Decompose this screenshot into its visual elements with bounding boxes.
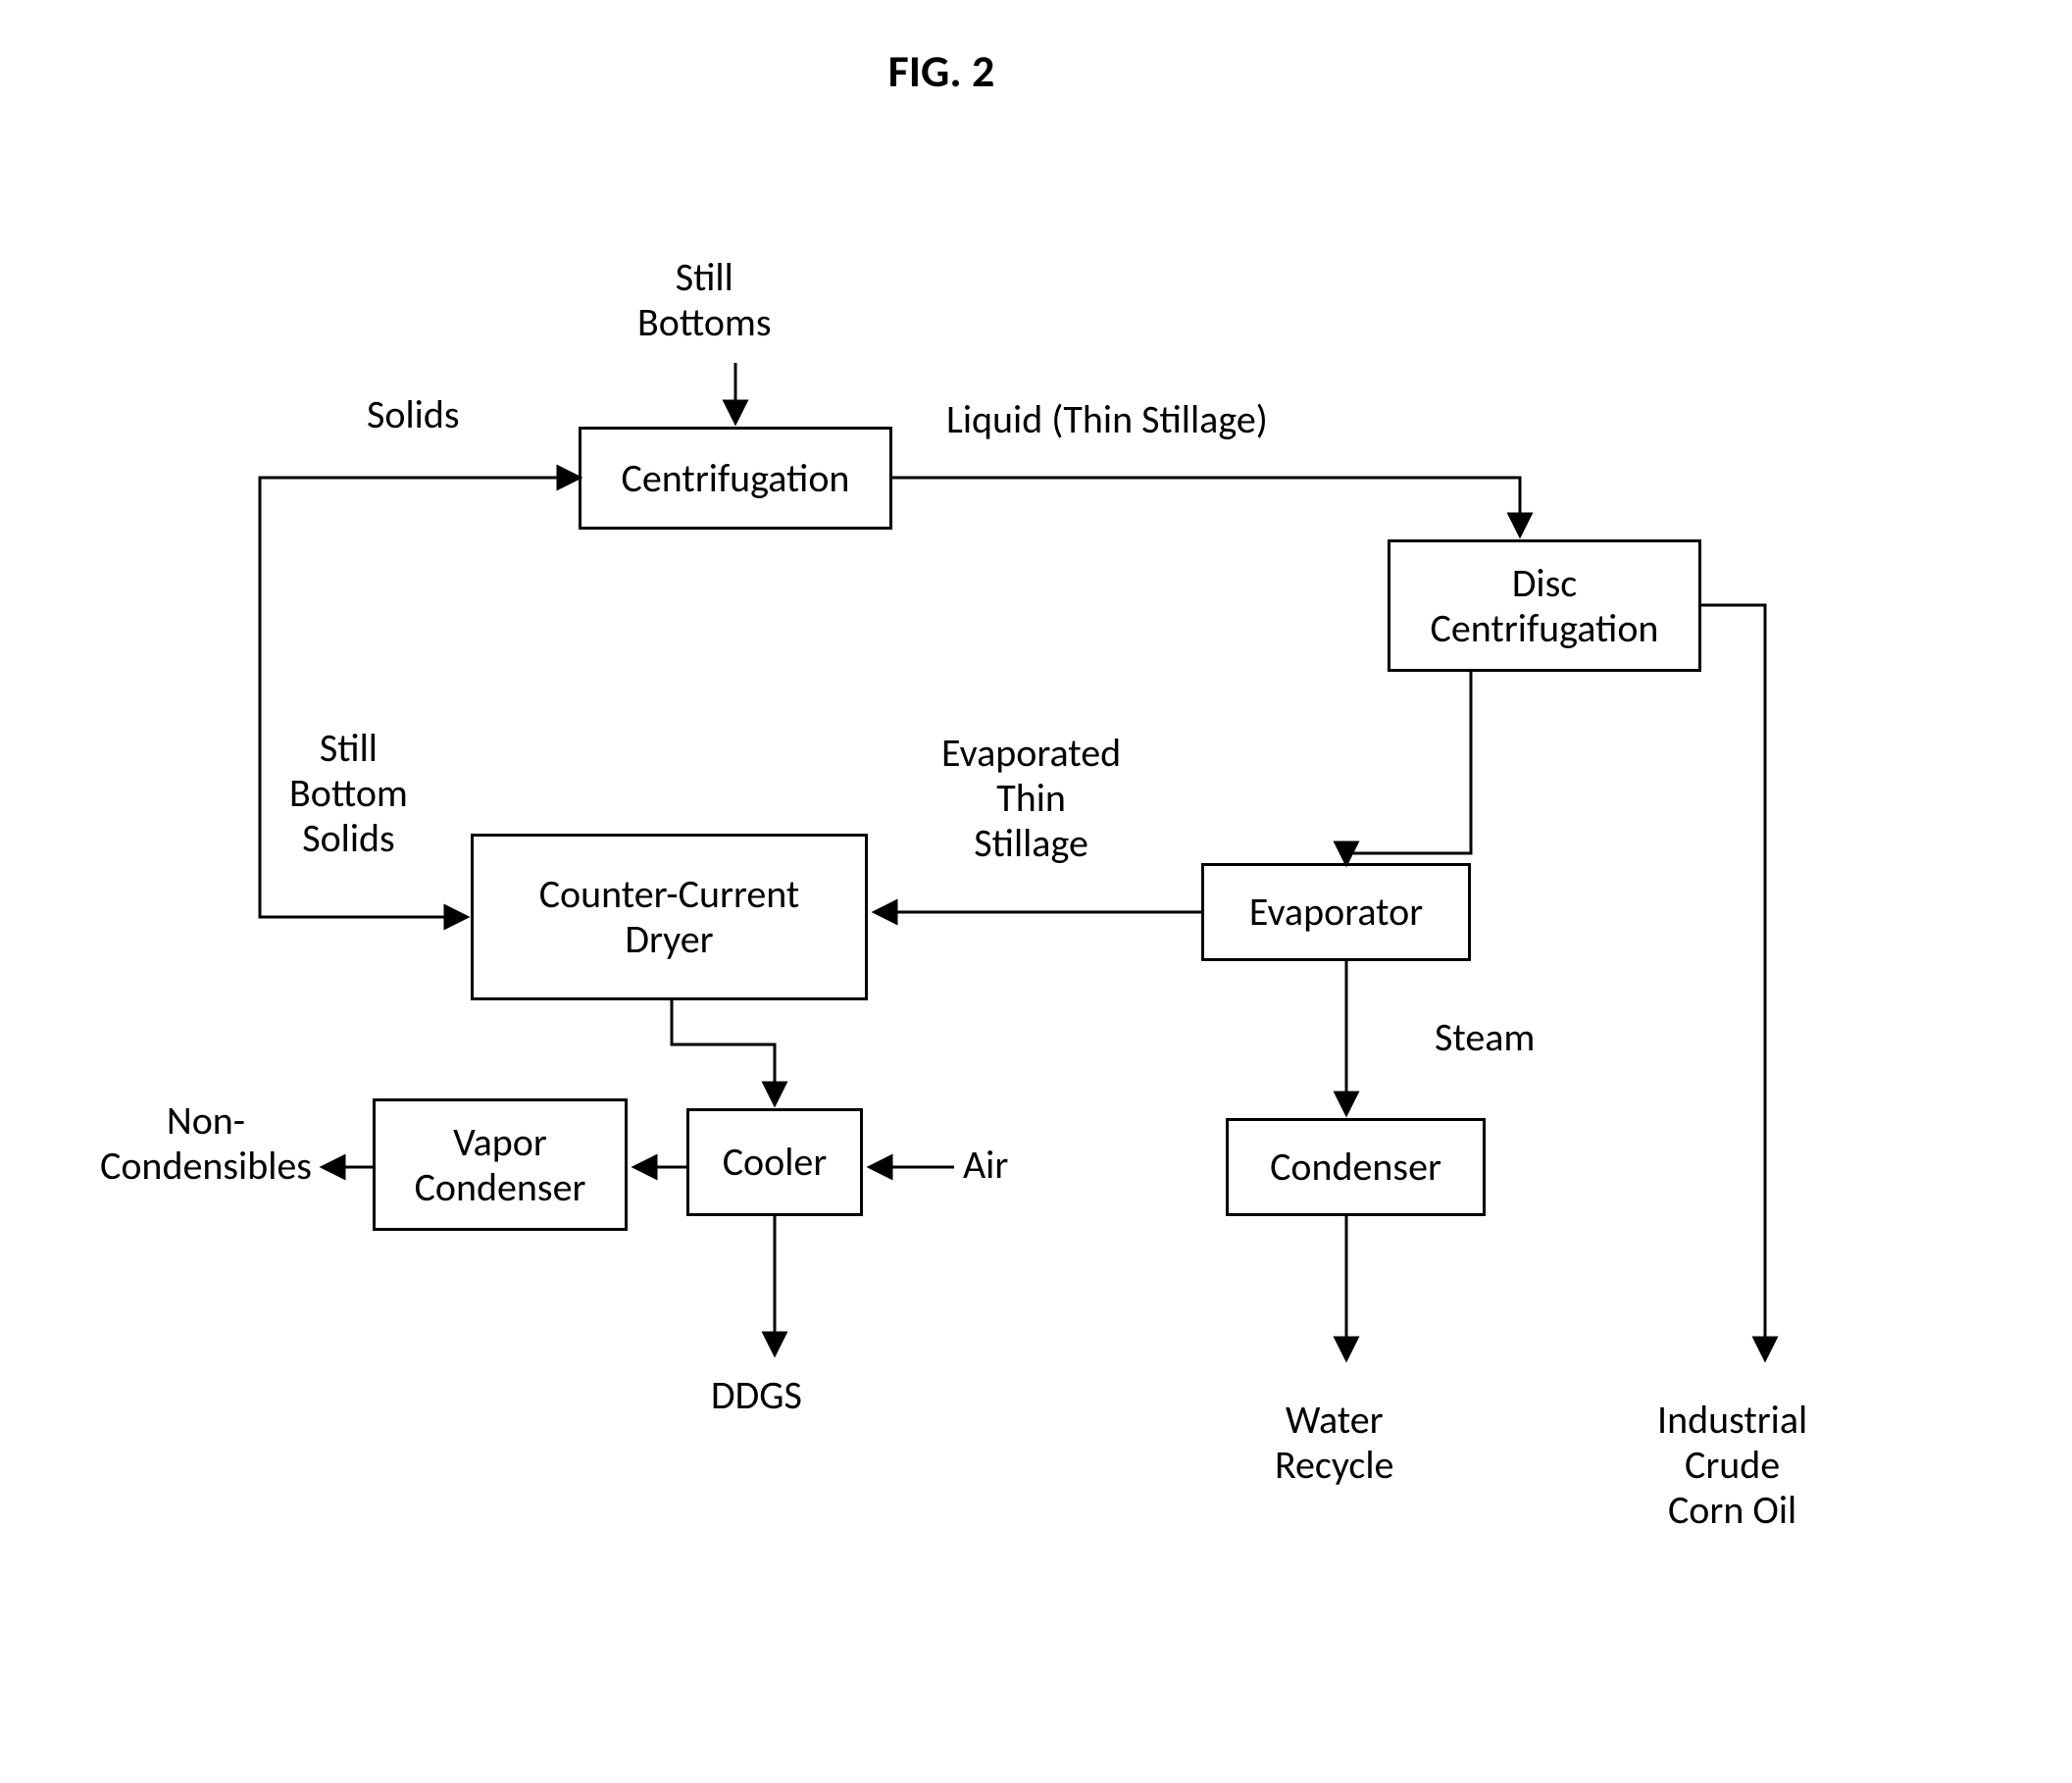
label-liquid-thin-stillage: Liquid (Thin Stillage): [946, 397, 1268, 442]
node-cooler: Cooler: [686, 1108, 863, 1216]
node-centrifugation: Centrifugation: [579, 427, 892, 530]
label-evaporated-thin-stillage: Evaporated Thin Stillage: [941, 731, 1121, 866]
label-air: Air: [963, 1143, 1008, 1188]
label-industrial-crude-corn-oil: Industrial Crude Corn Oil: [1657, 1398, 1807, 1533]
node-disc-centrifugation: Disc Centrifugation: [1388, 539, 1701, 672]
label-solids: Solids: [367, 392, 460, 437]
node-condenser: Condenser: [1226, 1118, 1486, 1216]
label-ddgs: DDGS: [711, 1373, 802, 1418]
node-vapor-condenser: Vapor Condenser: [373, 1098, 628, 1231]
label-steam: Steam: [1435, 1015, 1535, 1060]
node-evaporator: Evaporator: [1201, 863, 1471, 961]
label-still-bottom-solids: Still Bottom Solids: [289, 726, 408, 861]
label-water-recycle: Water Recycle: [1275, 1398, 1393, 1488]
label-still-bottoms: Still Bottoms: [637, 255, 772, 345]
figure-title: FIG. 2: [843, 44, 1039, 99]
label-non-condensibles: Non- Condensibles: [100, 1098, 312, 1189]
node-counter-current-dryer: Counter-Current Dryer: [471, 834, 868, 1000]
